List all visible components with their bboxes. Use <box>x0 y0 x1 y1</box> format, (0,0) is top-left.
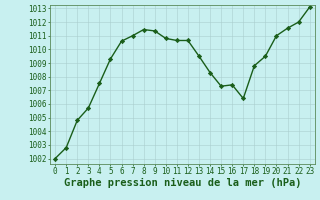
X-axis label: Graphe pression niveau de la mer (hPa): Graphe pression niveau de la mer (hPa) <box>64 178 301 188</box>
